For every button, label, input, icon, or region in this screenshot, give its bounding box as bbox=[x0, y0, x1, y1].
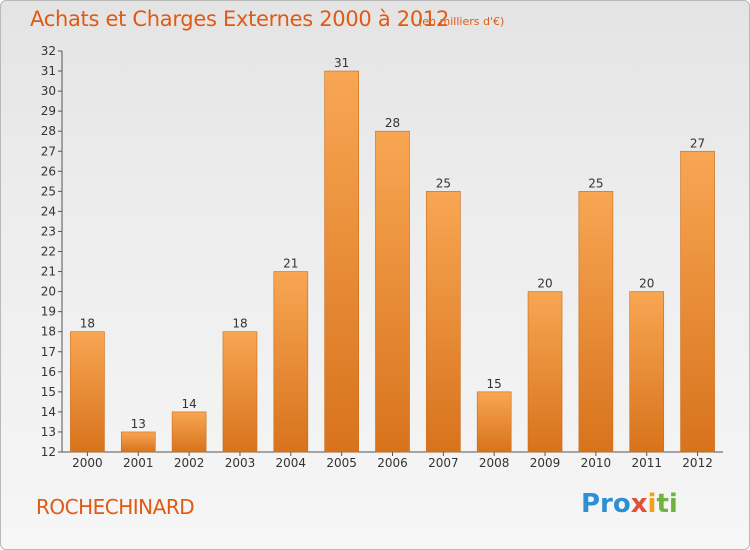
bar-value-label: 15 bbox=[487, 377, 502, 391]
y-tick-label: 16 bbox=[41, 365, 56, 379]
x-tick-label: 2000 bbox=[72, 456, 103, 470]
bar bbox=[273, 271, 309, 453]
town-name: ROCHECHINARD bbox=[36, 495, 195, 519]
chart-bars: 18 13 14 18 21 31 28 25 15 20 25 20 27 bbox=[70, 56, 715, 453]
x-tick-label: 2004 bbox=[276, 456, 307, 470]
y-tick-label: 30 bbox=[41, 84, 56, 98]
bar-value-label: 18 bbox=[232, 317, 247, 331]
chart-title: Achats et Charges Externes 2000 à 2012 bbox=[30, 7, 450, 31]
y-tick-label: 32 bbox=[41, 44, 56, 58]
x-tick-label: 2009 bbox=[530, 456, 561, 470]
bar-value-label: 21 bbox=[283, 257, 298, 271]
y-tick-label: 13 bbox=[41, 425, 56, 439]
bar-value-label: 20 bbox=[537, 277, 552, 291]
bar bbox=[324, 70, 359, 453]
y-tick-label: 27 bbox=[41, 144, 56, 158]
y-tick-label: 24 bbox=[41, 204, 56, 218]
x-tick-label: 2002 bbox=[174, 456, 205, 470]
x-tick-label: 2007 bbox=[428, 456, 459, 470]
bar-value-label: 18 bbox=[80, 317, 95, 331]
y-tick-label: 12 bbox=[41, 445, 56, 459]
y-tick-label: 22 bbox=[41, 245, 56, 259]
logo-part-3: i bbox=[647, 489, 657, 519]
x-tick-label: 2003 bbox=[225, 456, 256, 470]
x-tick-label: 2008 bbox=[479, 456, 510, 470]
y-tick-label: 17 bbox=[41, 345, 56, 359]
proxiti-logo[interactable]: Proxiti bbox=[581, 489, 678, 519]
y-tick-label: 26 bbox=[41, 164, 56, 178]
bar bbox=[70, 331, 105, 453]
chart-axes: 12 13 14 15 16 17 18 19 20 21 22 23 24 25 26 27 28 29 30 31… bbox=[41, 44, 723, 470]
x-tick-label: 2011 bbox=[631, 456, 662, 470]
bar bbox=[527, 291, 563, 453]
x-tick-label: 2001 bbox=[123, 456, 154, 470]
logo-part-1: Pro bbox=[581, 489, 631, 519]
logo-part-2: x bbox=[630, 489, 648, 519]
y-tick-label: 29 bbox=[41, 104, 56, 118]
y-tick-label: 19 bbox=[41, 305, 56, 319]
bar-value-label: 25 bbox=[588, 176, 603, 190]
y-tick-label: 28 bbox=[41, 124, 56, 138]
y-tick-label: 18 bbox=[41, 325, 56, 339]
bar bbox=[426, 191, 461, 453]
bar-value-label: 28 bbox=[385, 116, 400, 130]
bar-value-label: 20 bbox=[639, 277, 654, 291]
x-tick-label: 2005 bbox=[326, 456, 357, 470]
bar-value-label: 13 bbox=[131, 417, 146, 431]
bar bbox=[120, 431, 156, 453]
x-tick-label: 2010 bbox=[581, 456, 612, 470]
bar bbox=[375, 130, 410, 453]
bar-value-label: 14 bbox=[181, 397, 196, 411]
bar bbox=[222, 331, 258, 453]
chart-subtitle: (en milliers d'€) bbox=[418, 15, 505, 28]
bar bbox=[476, 391, 512, 453]
y-tick-label: 25 bbox=[41, 184, 56, 198]
y-tick-label: 23 bbox=[41, 224, 56, 238]
y-tick-label: 15 bbox=[41, 385, 56, 399]
bar bbox=[680, 150, 715, 453]
bar-value-label: 31 bbox=[334, 56, 349, 70]
logo-part-4: ti bbox=[656, 489, 678, 519]
y-tick-label: 21 bbox=[41, 265, 56, 279]
bar bbox=[629, 291, 665, 453]
y-tick-label: 20 bbox=[41, 285, 56, 299]
x-tick-label: 2006 bbox=[377, 456, 408, 470]
bar bbox=[578, 191, 614, 453]
x-tick-label: 2012 bbox=[682, 456, 713, 470]
bar bbox=[171, 411, 207, 453]
y-tick-label: 31 bbox=[41, 64, 56, 78]
bar-value-label: 25 bbox=[436, 176, 451, 190]
bar-value-label: 27 bbox=[690, 136, 705, 150]
y-tick-label: 14 bbox=[41, 405, 56, 419]
